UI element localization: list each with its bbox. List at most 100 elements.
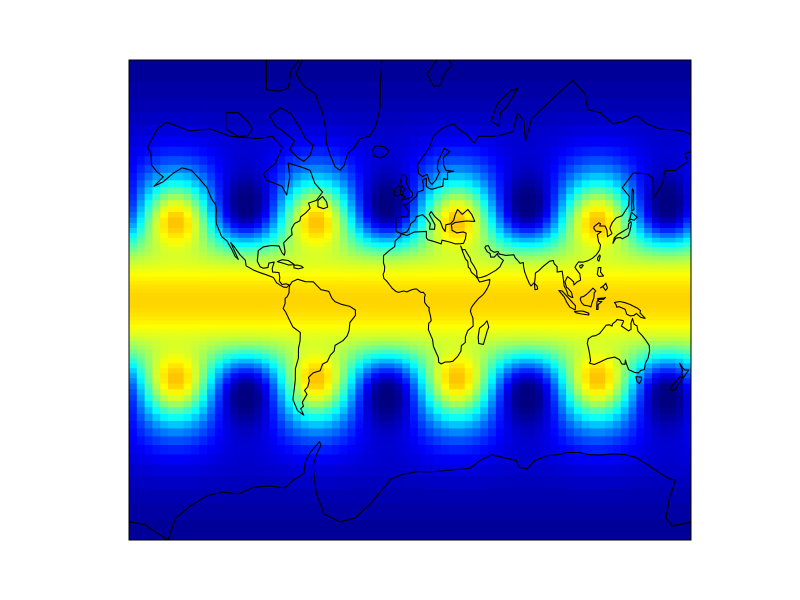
heatmap-cell [534, 97, 544, 113]
heatmap-cell [534, 488, 544, 504]
heatmap-cell [160, 237, 169, 243]
heatmap-cell [129, 80, 138, 98]
heatmap-cell [144, 353, 154, 359]
heatmap-cell [370, 97, 380, 113]
heatmap-cell [651, 475, 661, 489]
heatmap-cell [246, 372, 255, 379]
heatmap-cell [589, 111, 598, 126]
heatmap-cell [324, 344, 333, 350]
heatmap-cell [589, 250, 598, 256]
heatmap-cell [316, 135, 325, 147]
heatmap-cell [175, 519, 185, 540]
heatmap-cell [308, 488, 317, 504]
heatmap-cell [261, 135, 271, 147]
heatmap-cell [651, 435, 661, 446]
heatmap-cell [550, 193, 559, 201]
heatmap-cell [277, 435, 286, 446]
heatmap-cell [449, 246, 458, 252]
heatmap-cell [480, 80, 489, 98]
heatmap-cell [230, 255, 239, 261]
heatmap-cell [339, 358, 349, 364]
heatmap-cell [480, 193, 489, 201]
heatmap-cell [300, 464, 310, 476]
heatmap-cell [410, 427, 419, 437]
heatmap-cell [464, 292, 474, 297]
heatmap-cell [612, 388, 622, 395]
heatmap-cell [370, 80, 380, 98]
heatmap-cell [558, 453, 567, 465]
heatmap-cell [449, 80, 458, 98]
heatmap-cell [339, 124, 349, 137]
heatmap-cell [425, 358, 435, 364]
heatmap-cell [246, 259, 255, 265]
heatmap-cell [386, 255, 395, 261]
heatmap-cell [620, 268, 630, 273]
heatmap-cell [410, 327, 419, 333]
heatmap-cell [285, 263, 294, 269]
heatmap-cell [136, 255, 146, 261]
heatmap-cell [511, 172, 520, 181]
heatmap-cell [511, 259, 520, 265]
heatmap-cell [511, 216, 520, 223]
heatmap-cell [558, 193, 567, 201]
heatmap-cell [410, 272, 419, 277]
heatmap-cell [589, 263, 598, 269]
heatmap-cell [534, 272, 544, 277]
heatmap-cell [207, 315, 216, 321]
heatmap-cell [152, 340, 161, 346]
heatmap-cell [636, 475, 645, 489]
heatmap-cell [441, 179, 450, 188]
heatmap-cell [573, 179, 583, 188]
heatmap-cell [464, 211, 474, 218]
heatmap-cell [472, 319, 481, 325]
heatmap-cell [503, 311, 513, 317]
heatmap-cell [339, 80, 349, 98]
heatmap-cell [363, 475, 372, 489]
heatmap-cell [253, 435, 263, 446]
heatmap-cell [527, 216, 536, 223]
heatmap-cell [433, 111, 442, 126]
heatmap-cell [449, 232, 458, 238]
heatmap-cell [285, 362, 294, 369]
heatmap-cell [160, 453, 169, 465]
heatmap-cell [378, 227, 388, 233]
heatmap-cell [449, 453, 458, 465]
heatmap-cell [449, 241, 458, 248]
heatmap-cell [230, 146, 239, 157]
heatmap-cell [542, 311, 552, 317]
heatmap-cell [597, 319, 606, 325]
heatmap-cell [542, 336, 552, 341]
heatmap-cell [542, 372, 552, 379]
heatmap-cell [183, 307, 193, 313]
heatmap-cell [659, 135, 669, 147]
heatmap-cell [222, 237, 232, 243]
heatmap-cell [324, 372, 333, 379]
heatmap-cell [456, 336, 466, 341]
heatmap-cell [308, 276, 317, 281]
heatmap-cell [527, 336, 536, 341]
heatmap-cell [519, 349, 528, 355]
heatmap-cell [168, 327, 177, 333]
heatmap-cell [339, 164, 349, 173]
heatmap-cell [324, 179, 333, 188]
heatmap-cell [612, 336, 622, 341]
heatmap-cell [269, 216, 278, 223]
heatmap-cell [667, 155, 676, 165]
heatmap-cell [136, 164, 146, 173]
heatmap-cell [644, 427, 653, 437]
heatmap-cell [550, 372, 559, 379]
heatmap-cell [612, 406, 622, 414]
heatmap-cell [175, 211, 185, 218]
heatmap-cell [183, 276, 193, 281]
heatmap-cell [269, 444, 278, 455]
heatmap-cell [347, 164, 356, 173]
heatmap-cell [519, 315, 528, 321]
heatmap-cell [253, 311, 263, 317]
heatmap-cell [277, 272, 286, 277]
heatmap-cell [628, 250, 637, 256]
heatmap-cell [519, 400, 528, 408]
heatmap-cell [136, 327, 146, 333]
heatmap-cell [566, 383, 575, 390]
heatmap-cell [573, 300, 583, 305]
heatmap-cell [363, 216, 372, 223]
